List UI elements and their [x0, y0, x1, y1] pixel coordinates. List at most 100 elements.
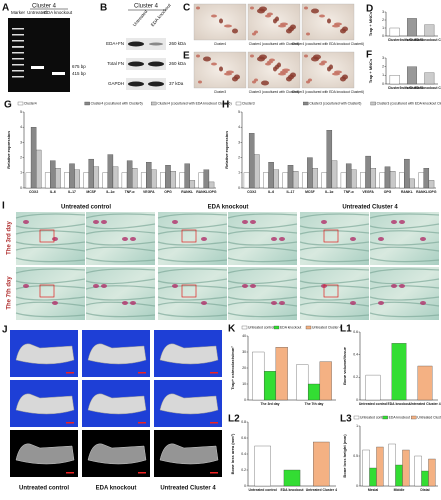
x-tick-label: Middle [394, 488, 405, 492]
y-tick-label: 0.4 [353, 353, 358, 357]
jaw [159, 393, 219, 415]
legend-label: Untreated control [248, 325, 274, 329]
osteoclast [101, 220, 107, 224]
x-tick-label: Distal [420, 488, 429, 492]
x-tick-label: MCSF [86, 190, 96, 194]
osteoclast [399, 284, 405, 288]
x-tick-label: The 7th day [305, 402, 324, 406]
osteoclast [172, 284, 178, 288]
cell [280, 22, 288, 26]
bar [263, 371, 277, 401]
bar [428, 458, 436, 487]
y-tick-label: 1 [238, 171, 240, 175]
x-tick-label: Cluster3 [388, 86, 402, 90]
tissue [157, 268, 228, 274]
gel-header: Cluster 4 [32, 4, 57, 10]
cell [334, 22, 342, 26]
row-label: EDA+FN [106, 41, 124, 46]
bar [389, 171, 396, 189]
osteoclast [350, 301, 356, 305]
tissue [299, 278, 370, 285]
histology-image [300, 212, 369, 265]
cell [290, 24, 296, 30]
bar [388, 443, 396, 487]
bar [424, 72, 435, 85]
osteoclast [279, 237, 285, 241]
jaw [87, 443, 147, 465]
panel-label: A [2, 3, 9, 14]
cell [261, 80, 269, 86]
tissue [369, 246, 440, 252]
micrographs: C Cluster4 Cluster4 (cocultured with Clust… [183, 3, 364, 94]
tissue [15, 257, 86, 263]
row-label: Total FN [107, 61, 124, 66]
tissue [157, 257, 228, 263]
legend-swatch [411, 415, 417, 420]
tissue [227, 241, 298, 246]
x-tick-label: IL-17 [287, 190, 295, 194]
tissue [157, 230, 228, 235]
bar [64, 172, 70, 189]
tissue [299, 241, 370, 246]
tissue [157, 301, 228, 307]
x-tick-label: with Cluster6 [400, 38, 422, 42]
tissue [369, 257, 440, 263]
y-tick-label: 4 [20, 125, 22, 129]
tissue [299, 301, 370, 307]
osteoclast [250, 284, 256, 288]
panel-label: C [183, 3, 190, 14]
column-title: EDA knockout [208, 205, 249, 211]
bar [263, 172, 269, 189]
bar [275, 347, 288, 401]
tissue [15, 301, 86, 307]
osteoclast [350, 237, 356, 241]
cell [211, 62, 217, 66]
scale-bar [66, 422, 74, 424]
panel-label: L2 [228, 414, 240, 425]
y-tick-label: 3 [382, 56, 384, 60]
panel-label: L1 [340, 324, 352, 335]
cell [304, 6, 308, 10]
osteoclast [172, 220, 178, 224]
tissue [85, 268, 156, 274]
histology: I Untreated control EDA knockout Untreated … [2, 201, 440, 320]
row-label: GAPDH [108, 81, 124, 86]
x-tick-label: IL-1α [106, 190, 115, 194]
tissue [369, 296, 440, 301]
bar [360, 172, 366, 189]
cell [259, 6, 267, 12]
x-tick-label: IL-6 [50, 190, 56, 194]
bar [421, 470, 429, 487]
cell [342, 74, 348, 80]
legend-label: Untreated Cluster 4 [417, 415, 441, 419]
bar [423, 168, 430, 189]
cell [254, 30, 258, 34]
bar [402, 449, 410, 487]
y-tick-label: 1 [382, 26, 384, 30]
tissue [85, 230, 156, 235]
tissue [369, 312, 440, 318]
osteoclast [242, 284, 248, 288]
x-tick-label: EDA knockout [280, 488, 304, 492]
tissue [369, 268, 440, 274]
legend-label: Cluster4 (cocultured with EDA knockout C… [157, 101, 231, 105]
scale-bar [210, 472, 218, 474]
osteoclast [101, 284, 107, 288]
bar [417, 365, 433, 401]
y-tick-label: 0 [20, 186, 22, 190]
y-tick-label: 3 [382, 10, 384, 14]
caption: Cluster4 (cocultured with EDA knockout C… [292, 42, 364, 46]
x-tick-label: RANKL [401, 190, 413, 194]
osteoclast [52, 301, 58, 305]
tissue [85, 257, 156, 263]
bar [379, 172, 386, 189]
x-tick-label: The 3rd day [260, 402, 279, 406]
roi-box [39, 284, 55, 298]
caption: Cluster3 [214, 90, 226, 94]
cell [327, 18, 331, 24]
cell [269, 58, 275, 62]
cell [308, 78, 312, 82]
roi-box [323, 284, 339, 298]
osteoclast [130, 301, 136, 305]
blot-header: Cluster 4 [134, 4, 159, 10]
